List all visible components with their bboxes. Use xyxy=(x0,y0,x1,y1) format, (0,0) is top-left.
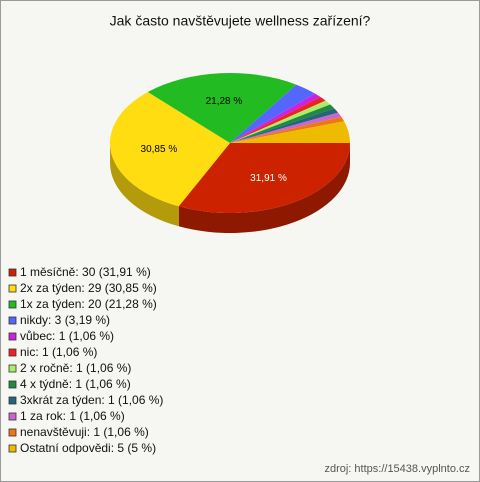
legend-label: 2 x ročně: 1 (1,06 %) xyxy=(20,361,131,375)
legend-swatch xyxy=(8,316,17,325)
legend-label: 4 x týdně: 1 (1,06 %) xyxy=(20,377,131,391)
slice xyxy=(230,112,342,143)
legend-swatch xyxy=(8,348,17,357)
legend-swatch xyxy=(8,380,17,389)
slice xyxy=(147,72,297,143)
legend-label: 1x za týden: 20 (21,28 %) xyxy=(20,297,157,311)
slice xyxy=(230,84,316,143)
legend-swatch xyxy=(8,268,17,277)
legend-swatch xyxy=(8,284,17,293)
legend-label: nikdy: 3 (3,19 %) xyxy=(20,313,110,327)
legend-label: 3xkrát za týden: 1 (1,06 %) xyxy=(20,393,163,407)
slice xyxy=(109,92,230,207)
slice-label: 21,28 % xyxy=(206,96,243,107)
slice-label: 30,85 % xyxy=(141,144,178,155)
slice xyxy=(230,116,345,143)
source: zdroj: https://15438.vyplnto.cz xyxy=(324,463,470,475)
legend-label: Ostatní odpovědi: 5 (5 %) xyxy=(20,441,156,455)
slice xyxy=(178,143,350,213)
legend-label: 2x za týden: 29 (30,85 %) xyxy=(20,281,157,295)
legend-label: vůbec: 1 (1,06 %) xyxy=(20,329,114,343)
legend-label: nenavštěvuji: 1 (1,06 %) xyxy=(20,425,149,439)
legend-swatch xyxy=(8,364,17,373)
legend-swatch xyxy=(8,428,17,437)
slice xyxy=(230,108,339,143)
legend-swatch xyxy=(8,332,17,341)
legend-swatch xyxy=(8,300,17,309)
slice xyxy=(230,100,331,143)
legend-swatch xyxy=(8,412,17,421)
slice xyxy=(230,121,350,143)
slice xyxy=(230,104,335,143)
chart-title: Jak často navštěvujete wellness zařízení… xyxy=(110,13,371,29)
slice-side xyxy=(110,143,179,227)
slice-side xyxy=(178,143,350,233)
legend-label: 1 za rok: 1 (1,06 %) xyxy=(20,409,125,423)
legend-label: 1 měsíčně: 30 (31,91 %) xyxy=(20,265,151,279)
slice xyxy=(230,93,321,143)
legend-swatch xyxy=(8,396,17,405)
legend-swatch xyxy=(8,444,17,453)
slice-label: 31,91 % xyxy=(250,173,287,184)
legend-label: nic: 1 (1,06 %) xyxy=(20,345,97,359)
slice xyxy=(230,97,326,143)
